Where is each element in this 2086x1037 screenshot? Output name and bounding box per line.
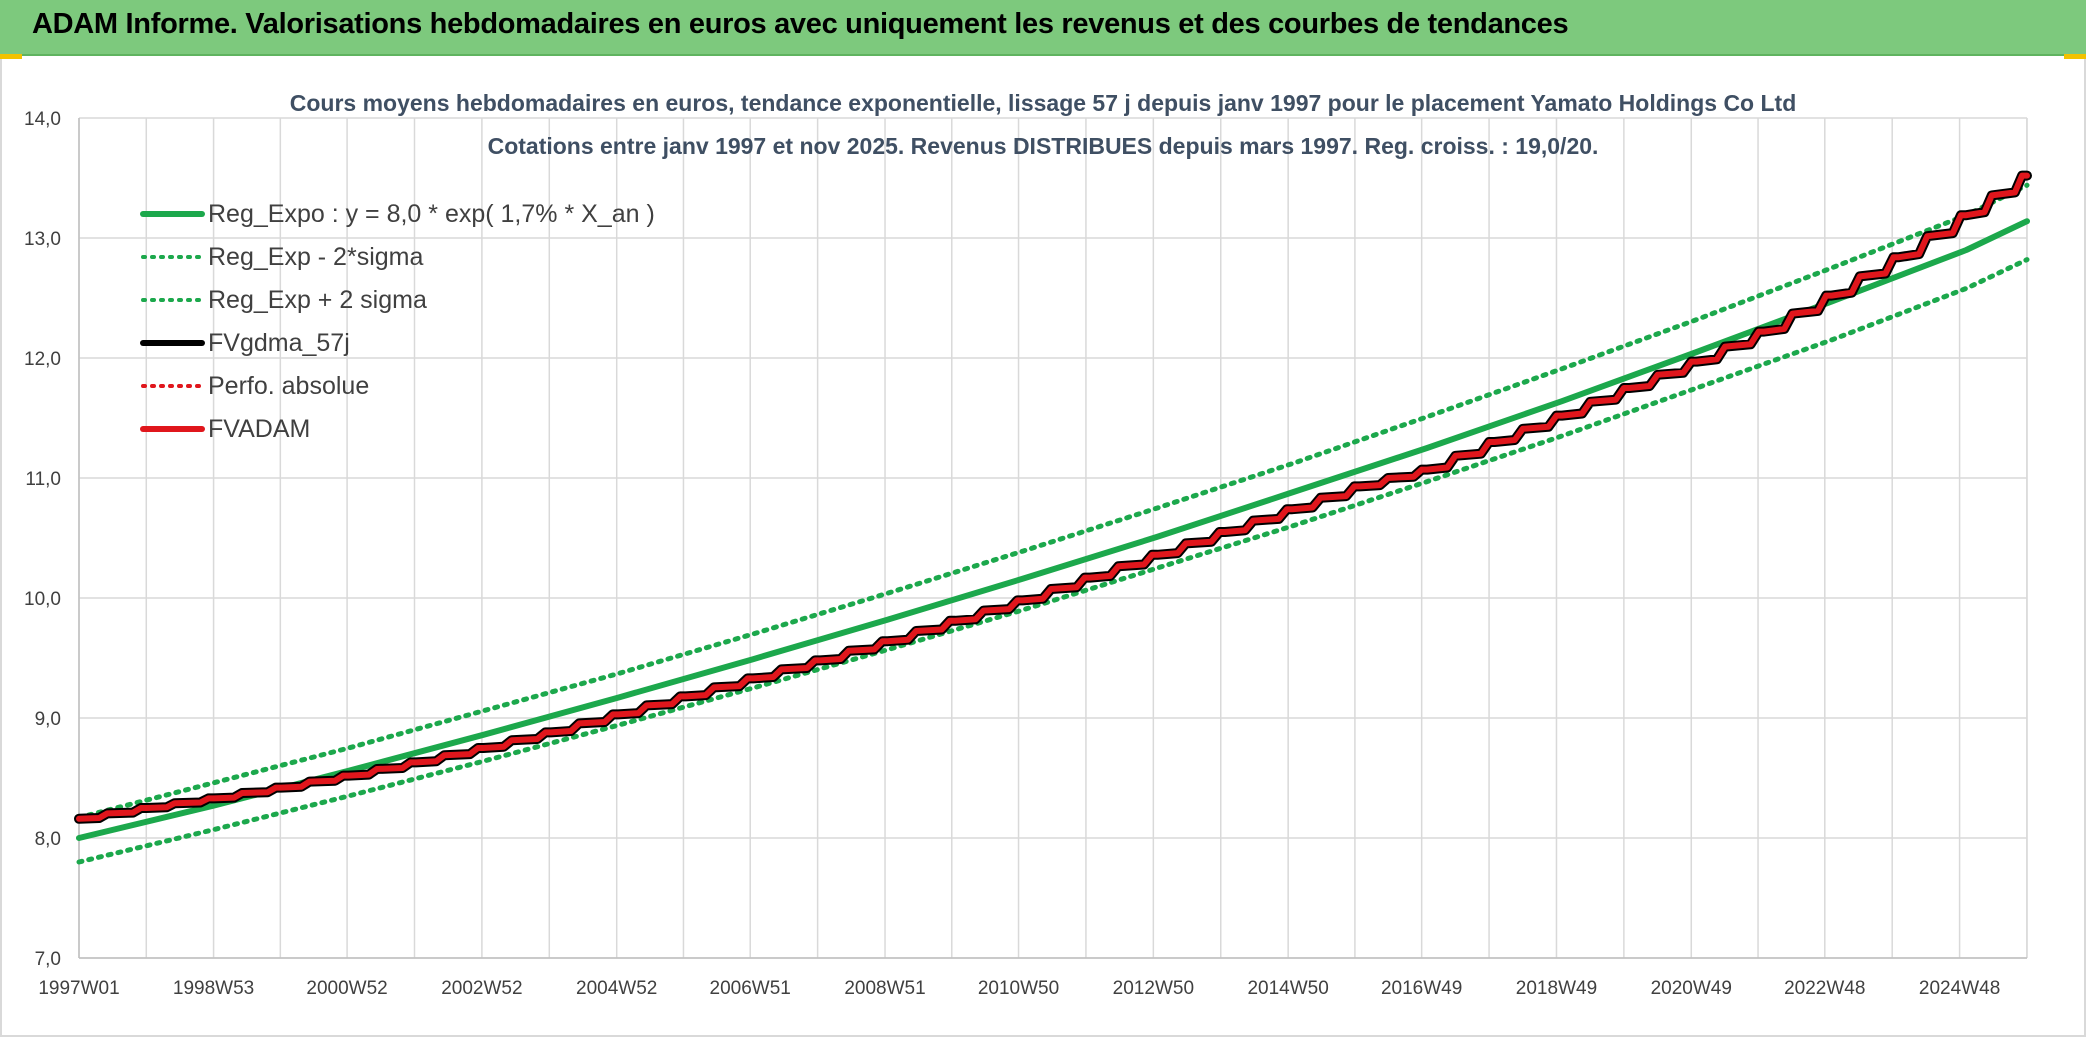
chart: Cours moyens hebdomadaires en euros, ten… [24,90,2032,999]
y-axis-ticks: 7,0 8,0 9,0 10,0 11,0 12,0 13,0 14,0 [24,109,61,970]
x-tick-label: 1997W01 [38,978,119,999]
y-tick-label: 8,0 [35,829,61,850]
x-tick-label: 2024W48 [1919,978,2000,999]
corner-mark-right [2064,54,2086,59]
legend-label: FVADAM [208,415,310,443]
reg-exp-minus-2sigma-line [76,257,2030,865]
legend: Reg_Expo : y = 8,0 * exp( 1,7% * X_an ) R… [140,200,655,443]
legend-item-reg-exp-minus: Reg_Exp - 2*sigma [141,243,423,271]
y-tick-label: 14,0 [24,109,61,130]
legend-item-reg-expo: Reg_Expo : y = 8,0 * exp( 1,7% * X_an ) [140,200,655,228]
reg-exp-plus-2sigma-line [76,182,2030,821]
x-tick-label: 1998W53 [173,978,254,999]
legend-label: Reg_Exp - 2*sigma [208,243,423,271]
x-tick-label: 2020W49 [1651,978,1732,999]
x-tick-label: 2012W50 [1113,978,1194,999]
corner-mark-left [0,54,22,59]
legend-item-reg-exp-plus: Reg_Exp + 2 sigma [141,286,427,314]
chart-title: Cours moyens hebdomadaires en euros, ten… [290,90,1797,116]
x-tick-label: 2000W52 [306,978,387,999]
x-axis-ticks: 1997W01 1998W53 2000W52 2002W52 2004W52 2006W… [38,978,2000,999]
x-tick-label: 2014W50 [1247,978,1328,999]
banner-title: ADAM Informe. Valorisations hebdomadaire… [32,8,1569,40]
legend-label: Reg_Exp + 2 sigma [208,286,427,314]
legend-item-fvadam: FVADAM [140,415,310,443]
x-tick-label: 2010W50 [978,978,1059,999]
legend-label: FVgdma_57j [208,329,350,357]
y-tick-label: 9,0 [35,709,61,730]
y-tick-label: 7,0 [35,949,61,970]
x-tick-label: 2008W51 [844,978,925,999]
fvadam-line [76,172,2030,822]
x-tick-label: 2022W48 [1784,978,1865,999]
series-layer [74,170,2032,865]
x-tick-label: 2006W51 [710,978,791,999]
y-tick-label: 11,0 [25,469,61,490]
x-tick-label: 2016W49 [1381,978,1462,999]
banner: ADAM Informe. Valorisations hebdomadaire… [0,0,2086,56]
chart-subtitle: Cotations entre janv 1997 et nov 2025. R… [488,133,1599,159]
x-tick-label: 2004W52 [576,978,657,999]
x-tick-label: 2018W49 [1516,978,1597,999]
fvgdma-57j-line [74,170,2032,824]
legend-label: Perfo. absolue [208,372,369,400]
y-tick-label: 10,0 [24,589,61,610]
legend-item-perfo-absolue: Perfo. absolue [141,372,369,400]
y-tick-label: 12,0 [24,349,61,370]
x-tick-label: 2002W52 [441,978,522,999]
legend-label: Reg_Expo : y = 8,0 * exp( 1,7% * X_an ) [208,200,655,228]
perfo-absolue-line [77,173,2029,821]
legend-item-fvgdma: FVgdma_57j [140,329,350,357]
y-tick-label: 13,0 [24,229,61,250]
